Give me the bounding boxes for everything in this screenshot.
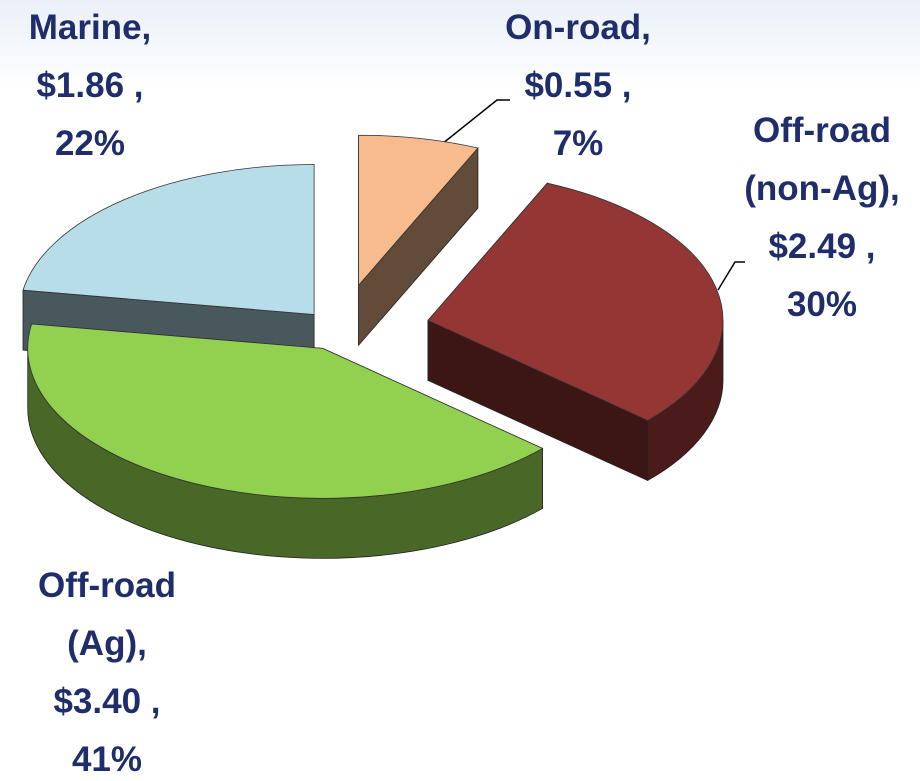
leader-line xyxy=(436,99,510,149)
label-value: $1.86 , xyxy=(36,66,143,105)
leader-line xyxy=(717,261,745,291)
label-value: $3.40 , xyxy=(53,682,160,721)
slice-top xyxy=(427,182,724,421)
slice-top xyxy=(27,323,544,499)
label-percent: 22% xyxy=(55,124,125,163)
label-category: On-road, xyxy=(505,8,651,47)
label-category: (Ag), xyxy=(67,624,147,663)
label-category: (non-Ag), xyxy=(744,169,899,208)
slice xyxy=(27,323,544,559)
slice-top xyxy=(22,164,315,315)
label-category: Off-road xyxy=(753,111,891,150)
label-percent: 30% xyxy=(787,285,857,324)
label-category: Marine, xyxy=(29,8,152,47)
data-label: Off-road (non-Ag), $2.49 , 30% xyxy=(744,111,899,324)
label-category: Off-road xyxy=(38,566,176,605)
label-value: $0.55 , xyxy=(524,66,631,105)
label-value: $2.49 , xyxy=(768,227,875,266)
slice xyxy=(358,134,479,347)
data-label: On-road, $0.55 , 7% xyxy=(505,8,651,163)
data-label: Marine, $1.86 , 22% xyxy=(29,8,152,163)
slice xyxy=(427,182,724,482)
label-percent: 7% xyxy=(553,124,604,163)
data-label: Off-road (Ag), $3.40 , 41% xyxy=(38,566,176,779)
label-percent: 41% xyxy=(72,740,142,779)
slice-top xyxy=(358,134,479,287)
